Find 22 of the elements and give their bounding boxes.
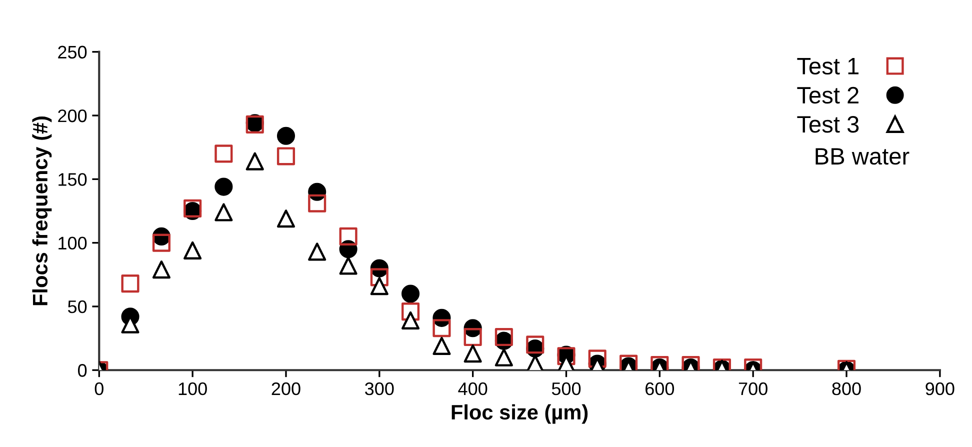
x-tick-label: 300 [365,382,394,396]
x-tick-label: 200 [272,382,300,396]
y-tick-label: 200 [58,109,87,122]
legend-label: Test 2 [797,86,858,104]
y-tick-label: 0 [78,364,87,377]
y-axis-title: Flocs frequency (#) [32,116,52,306]
x-tick-label: 400 [458,382,488,396]
x-tick-label: 0 [94,382,104,396]
x-tick-label: 500 [552,382,581,396]
x-tick-label: 100 [178,382,207,396]
x-tick-label: 800 [832,382,861,396]
legend-label: Test 1 [797,58,858,75]
x-tick-label: 600 [646,382,674,396]
y-tick-label: 50 [68,300,87,314]
y-tick-label: 250 [58,46,87,59]
x-tick-label: 700 [738,382,768,396]
y-tick-label: 100 [58,236,87,250]
x-axis-title: Floc size (µm) [452,404,588,424]
y-tick-label: 150 [58,173,87,186]
x-tick-label: 900 [926,382,954,396]
legend-label: Test 3 [797,116,859,133]
annotation: BB water [816,148,910,165]
